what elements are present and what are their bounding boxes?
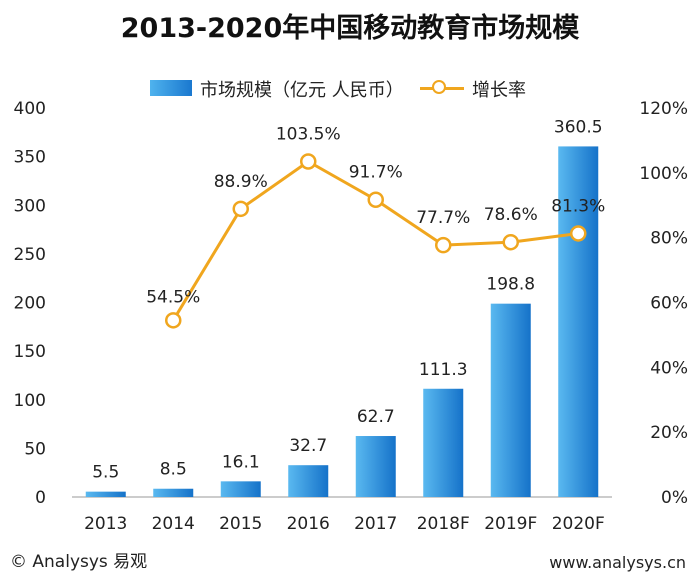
growth-value-label: 77.7% bbox=[416, 208, 470, 228]
growth-value-label: 91.7% bbox=[349, 163, 403, 183]
y-right-tick-label: 0% bbox=[661, 488, 688, 508]
x-tick-label: 2018F bbox=[417, 514, 470, 534]
y-right-tick-label: 80% bbox=[650, 229, 688, 249]
growth-point bbox=[435, 236, 452, 254]
bar-value-label: 32.7 bbox=[289, 436, 327, 456]
y-right-tick-label: 20% bbox=[650, 423, 688, 443]
y-right-tick-label: 120% bbox=[639, 99, 688, 119]
y-left-tick-label: 350 bbox=[14, 148, 46, 168]
growth-point bbox=[502, 233, 519, 251]
growth-value-label: 103.5% bbox=[276, 124, 341, 144]
bar bbox=[490, 303, 531, 497]
growth-point bbox=[570, 225, 587, 242]
y-left-tick-label: 0 bbox=[35, 488, 46, 508]
bar-value-label: 111.3 bbox=[419, 360, 468, 380]
bar bbox=[423, 388, 464, 497]
x-tick-label: 2014 bbox=[152, 514, 195, 534]
legend-line-label: 增长率 bbox=[472, 80, 526, 101]
x-tick-label: 2017 bbox=[354, 514, 397, 534]
footer-copyright: © Analysys 易观 bbox=[10, 552, 148, 572]
bar-value-label: 5.5 bbox=[92, 463, 119, 483]
x-tick-label: 2020F bbox=[552, 514, 605, 534]
bar bbox=[355, 436, 396, 497]
y-right-tick-label: 100% bbox=[639, 164, 688, 184]
growth-value-label: 54.5% bbox=[146, 287, 200, 307]
growth-value-label: 88.9% bbox=[214, 172, 268, 192]
x-tick-label: 2013 bbox=[84, 514, 127, 534]
bar bbox=[288, 465, 329, 497]
growth-point bbox=[232, 200, 249, 218]
chart-title: 2013-2020年中国移动教育市场规模 bbox=[120, 13, 580, 44]
y-left-tick-label: 300 bbox=[14, 196, 46, 216]
x-tick-label: 2015 bbox=[219, 514, 262, 534]
legend-bar-label: 市场规模（亿元 人民币） bbox=[200, 80, 404, 101]
growth-point bbox=[367, 191, 384, 208]
y-right-tick-label: 40% bbox=[650, 358, 688, 378]
y-left-tick-label: 400 bbox=[14, 99, 46, 119]
y-right-tick-label: 60% bbox=[650, 294, 688, 314]
x-tick-label: 2019F bbox=[484, 514, 537, 534]
growth-point bbox=[300, 153, 317, 170]
growth-point bbox=[165, 312, 182, 329]
growth-value-label: 78.6% bbox=[484, 205, 538, 225]
bar-value-label: 198.8 bbox=[486, 275, 535, 295]
legend-bar-swatch bbox=[150, 80, 192, 96]
bar bbox=[220, 481, 261, 497]
y-left-tick-label: 150 bbox=[14, 342, 46, 362]
y-left-tick-label: 100 bbox=[14, 391, 46, 411]
bar-value-label: 360.5 bbox=[554, 117, 603, 137]
footer-url: www.analysys.cn bbox=[549, 553, 686, 572]
y-left-tick-label: 200 bbox=[14, 294, 46, 314]
legend: 市场规模（亿元 人民币） 增长率 bbox=[0, 72, 700, 101]
bar-value-label: 16.1 bbox=[222, 452, 260, 472]
growth-value-label: 81.3% bbox=[551, 196, 605, 216]
bar-value-label: 8.5 bbox=[160, 460, 187, 480]
bar bbox=[85, 491, 126, 497]
bar bbox=[558, 146, 599, 497]
y-left-tick-label: 50 bbox=[24, 439, 46, 459]
x-tick-label: 2016 bbox=[287, 514, 330, 534]
y-left-tick-label: 250 bbox=[14, 245, 46, 265]
legend-line-marker bbox=[432, 80, 446, 94]
bar-value-label: 62.7 bbox=[357, 407, 395, 427]
bar bbox=[153, 488, 194, 497]
